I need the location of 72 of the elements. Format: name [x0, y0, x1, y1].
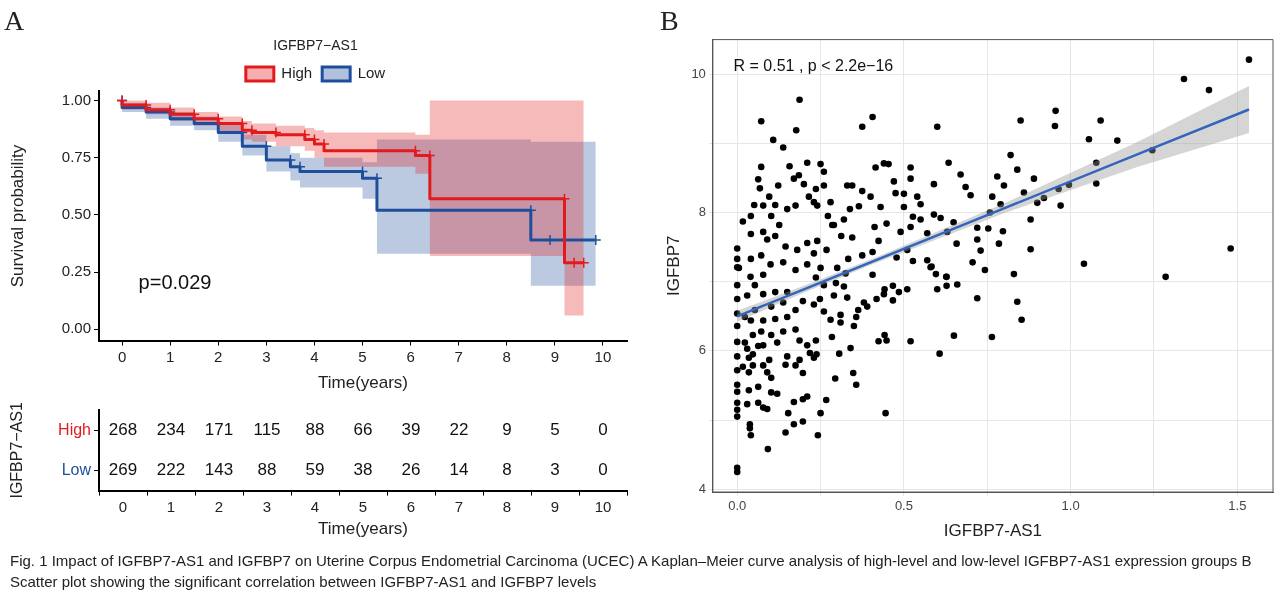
annotation: p=0.029 — [138, 270, 212, 293]
data-label: 222 — [156, 460, 186, 480]
data-label: 5 — [550, 419, 560, 439]
data-label: 59 — [305, 460, 325, 480]
y-tick-label: 4 — [698, 480, 706, 496]
legend-title: IGFBP7−AS1 — [273, 37, 358, 54]
y-tick-label: 8 — [698, 204, 706, 220]
x-tick-label: 4 — [310, 497, 320, 515]
data-label: 88 — [257, 460, 277, 480]
x-tick-label: 5 — [358, 347, 367, 365]
data-label: 38 — [353, 460, 373, 480]
x-tick-label: 10 — [594, 347, 612, 365]
data-label: 0 — [598, 419, 608, 439]
data-label: 66 — [353, 419, 373, 439]
x-tick-label: 0.0 — [728, 498, 747, 514]
y-tick-label: Low — [61, 460, 92, 478]
x-tick-label: 6 — [406, 347, 415, 365]
x-tick-label: 4 — [310, 347, 319, 365]
annotation: R = 0.51 , p < 2.2e−16 — [733, 57, 894, 75]
x-tick-label: 0 — [117, 347, 127, 365]
chart-title: A — [4, 5, 25, 37]
x-tick-label: 1.0 — [1061, 498, 1080, 514]
legend-label: Low — [357, 64, 386, 82]
x-tick-label: 9 — [550, 497, 560, 515]
y-axis-title: IGFBP7 — [663, 235, 683, 297]
data-label: 171 — [204, 419, 234, 439]
x-tick-label: 1 — [166, 347, 175, 365]
x-tick-label: 9 — [550, 347, 560, 365]
x-tick-label: 7 — [454, 497, 464, 515]
legend-label: High — [281, 64, 313, 82]
x-axis-title: Time(years) — [317, 519, 409, 539]
y-axis-title: IGFBP7−AS1 — [8, 401, 26, 499]
x-tick-label: 10 — [594, 497, 612, 515]
x-axis-title: Time(years) — [317, 373, 409, 393]
data-label: 268 — [108, 419, 138, 439]
x-tick-label: 8 — [502, 347, 511, 365]
y-tick-label: 0.50 — [61, 205, 91, 222]
data-label: 9 — [502, 419, 512, 439]
x-tick-label: 7 — [454, 347, 463, 365]
x-axis-title: IGFBP7-AS1 — [943, 521, 1043, 541]
y-tick-label: 10 — [691, 65, 706, 81]
data-label: 8 — [502, 460, 512, 480]
x-tick-label: 2 — [214, 347, 223, 365]
x-tick-label: 0.5 — [894, 498, 913, 514]
data-label: 0 — [598, 460, 608, 480]
x-tick-label: 1 — [166, 497, 176, 515]
data-label: 14 — [449, 460, 469, 480]
data-label: 3 — [550, 460, 560, 480]
data-label: 88 — [305, 419, 325, 439]
chart-title: B — [660, 5, 679, 37]
y-tick-label: 0.00 — [61, 319, 91, 337]
data-label: 22 — [449, 419, 469, 439]
y-tick-label: 0.25 — [61, 262, 91, 280]
x-tick-label: 5 — [358, 497, 368, 515]
x-tick-label: 8 — [502, 497, 512, 515]
y-axis-title: Survival probability — [7, 144, 27, 288]
data-label: 26 — [401, 460, 421, 480]
data-label: 269 — [108, 460, 138, 480]
y-tick-label: High — [58, 420, 91, 438]
x-tick-label: 0 — [118, 497, 128, 515]
x-tick-label: 3 — [262, 347, 271, 365]
data-label: 39 — [401, 419, 421, 439]
caption: Fig. 1 Impact of IGFBP7-AS1 and IGFBP7 on Uterine Corpus Endometrial Carcinoma (UCEC) A Kaplan–Meier curve analysis of high-level and low-level IGFBP7-AS1 expression groups B Scatter plot showing the significant correlation between IGFBP7-AS1 and IGFBP7 levels — [10, 551, 1253, 592]
x-tick-label: 6 — [406, 497, 416, 515]
x-tick-label: 2 — [214, 497, 224, 515]
data-label: 234 — [156, 419, 186, 439]
x-tick-label: 1.5 — [1228, 498, 1247, 514]
y-tick-label: 0.75 — [61, 147, 91, 165]
y-tick-label: 1.00 — [61, 90, 91, 108]
data-label: 143 — [204, 460, 234, 480]
data-label: 115 — [253, 419, 281, 439]
x-tick-label: 3 — [262, 497, 272, 515]
